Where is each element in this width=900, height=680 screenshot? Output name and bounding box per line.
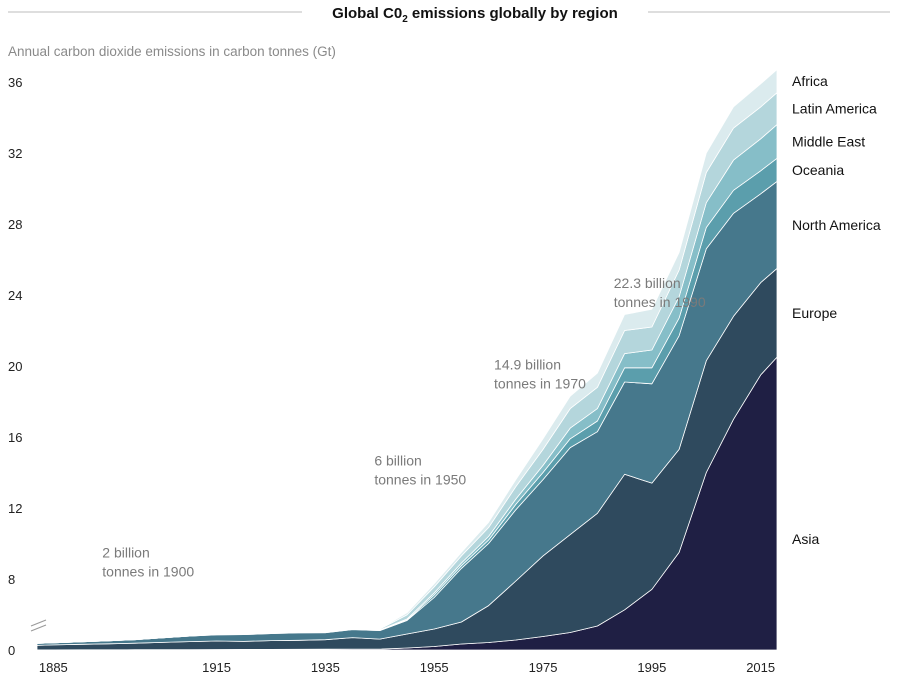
legend-label-asia: Asia xyxy=(792,531,819,547)
annotation: 14.9 billion tonnes in 1970 xyxy=(494,357,586,392)
y-tick-label: 28 xyxy=(8,217,22,232)
x-tick-label: 1935 xyxy=(311,660,340,675)
annotations: 2 billion tonnes in 1900 6 billion tonnes i… xyxy=(102,275,706,580)
y-tick-label: 8 xyxy=(8,572,15,587)
y-tick-label: 12 xyxy=(8,501,22,516)
y-axis-break-marker xyxy=(30,619,47,632)
legend-label-middle-east: Middle East xyxy=(792,133,865,149)
x-tick-label: 1955 xyxy=(420,660,449,675)
y-tick-label: 20 xyxy=(8,359,22,374)
area-layers xyxy=(36,69,778,651)
x-axis-ticks: 1885 1915 1935 1955 1975 1995 2015 xyxy=(39,660,775,675)
x-tick-label: 1975 xyxy=(529,660,558,675)
annotation: 2 billion tonnes in 1900 xyxy=(102,545,194,580)
area-series-africa xyxy=(36,69,778,644)
chart-subtitle: Annual carbon dioxide emissions in carbo… xyxy=(8,44,336,59)
annotation: 6 billion tonnes in 1950 xyxy=(374,452,466,487)
x-tick-label: 2015 xyxy=(746,660,775,675)
legend-label-oceania: Oceania xyxy=(792,162,844,178)
series-legend: Asia Europe North America Oceania Middle Eas… xyxy=(792,73,881,547)
legend-label-latin-america: Latin America xyxy=(792,101,877,117)
y-tick-label: 16 xyxy=(8,430,22,445)
annotation: 22.3 billion tonnes in 1990 xyxy=(614,275,706,310)
y-tick-label: 36 xyxy=(8,75,22,90)
legend-label-europe: Europe xyxy=(792,305,837,321)
chart-title: Global C02 emissions globally by region xyxy=(332,5,618,25)
legend-label-north-america: North America xyxy=(792,217,881,233)
axis-break-stroke xyxy=(30,619,47,627)
x-tick-label: 1995 xyxy=(637,660,666,675)
y-tick-label: 0 xyxy=(8,643,15,658)
axis-break-stroke xyxy=(30,624,47,632)
x-tick-label: 1885 xyxy=(39,660,68,675)
y-tick-label: 32 xyxy=(8,146,22,161)
y-tick-label: 24 xyxy=(8,288,22,303)
x-tick-label: 1915 xyxy=(202,660,231,675)
y-axis-ticks: 0 8 12 16 20 24 28 32 36 xyxy=(8,75,22,658)
legend-label-africa: Africa xyxy=(792,73,828,89)
